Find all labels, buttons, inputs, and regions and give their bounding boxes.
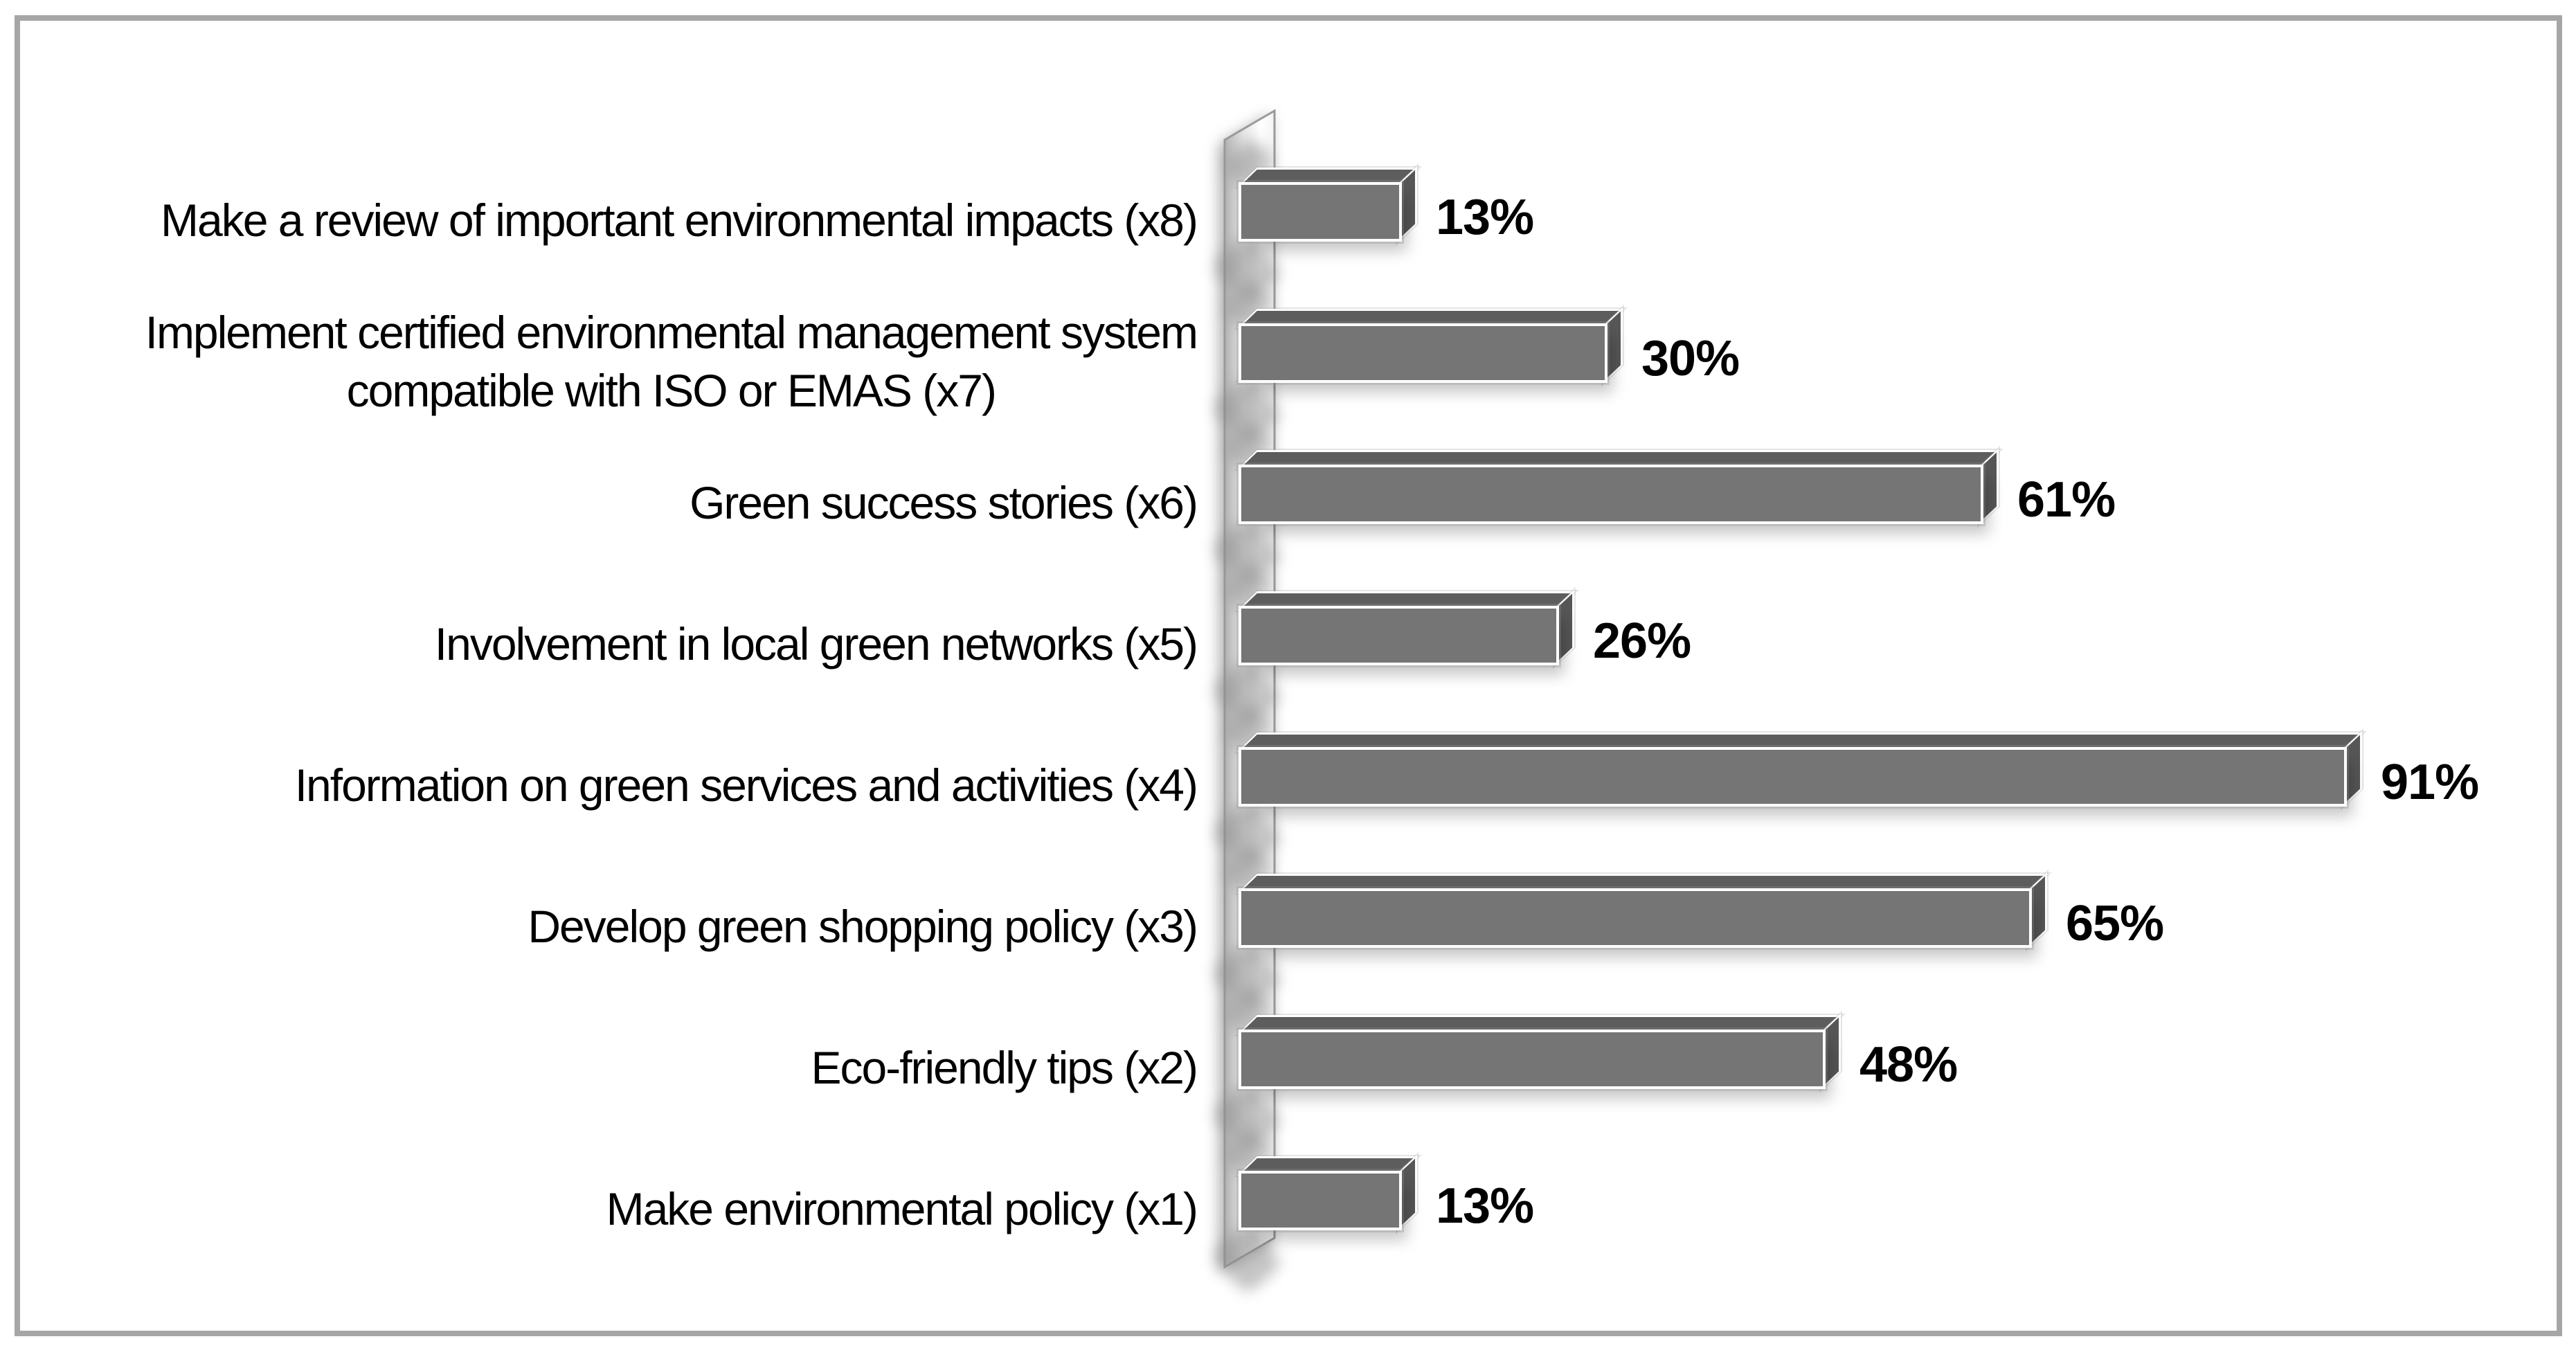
bar-front-face xyxy=(1241,891,2029,945)
bar-row: Information on green services and activi… xyxy=(20,700,2576,872)
bar-row: Implement certified environmental manage… xyxy=(20,276,2576,449)
value-label: 61% xyxy=(2017,429,2116,570)
value-label-text: 65% xyxy=(2066,896,2164,951)
value-label-text: 26% xyxy=(1593,613,1691,669)
bar-row: Make a review of important environmental… xyxy=(20,135,2576,307)
category-label: Develop green shopping policy (x3) xyxy=(41,856,1198,997)
value-label-text: 91% xyxy=(2381,755,2479,810)
value-label: 13% xyxy=(1436,147,1534,288)
category-label: Eco-friendly tips (x2) xyxy=(41,997,1198,1138)
bar-top-face xyxy=(1241,452,1997,467)
category-label-text: Involvement in local green networks (x5) xyxy=(434,618,1198,669)
wall-shadow-streak xyxy=(1209,1221,1284,1296)
category-label-text: Make a review of important environmental… xyxy=(161,195,1198,246)
value-label-text: 13% xyxy=(1436,190,1534,245)
plot-area: Make a review of important environmental… xyxy=(20,21,2557,1331)
category-label-text: Make environmental policy (x1) xyxy=(606,1183,1198,1234)
bar-front-face xyxy=(1241,185,1399,239)
bar-top-face xyxy=(1241,1017,1839,1032)
bar-top-face xyxy=(1241,1158,1415,1174)
value-label: 30% xyxy=(1641,288,1740,429)
bar-row: Green success stories (x6) 61% xyxy=(20,417,2576,590)
bar-top-face xyxy=(1241,735,2360,750)
category-label: Make environmental policy (x1) xyxy=(41,1138,1198,1279)
bar-front-face xyxy=(1241,1174,1399,1228)
category-label: Implement certified environmental manage… xyxy=(41,291,1198,432)
bar-front-face xyxy=(1241,750,2344,804)
bar-front-face xyxy=(1241,467,1981,521)
bar-row: Make environmental policy (x1) 13% xyxy=(20,1124,2576,1296)
value-label: 91% xyxy=(2381,712,2479,853)
category-label-text: Green success stories (x6) xyxy=(690,477,1198,528)
bar-front-face xyxy=(1241,326,1605,380)
bar-top-face xyxy=(1241,593,1572,609)
value-label: 65% xyxy=(2066,853,2164,994)
chart-frame: Make a review of important environmental… xyxy=(15,15,2562,1336)
category-label: Information on green services and activi… xyxy=(41,715,1198,856)
bar-row: Involvement in local green networks (x5)… xyxy=(20,559,2576,731)
value-label: 13% xyxy=(1436,1135,1534,1277)
category-label: Involvement in local green networks (x5) xyxy=(41,573,1198,715)
value-label: 48% xyxy=(1859,994,1958,1135)
category-label: Green success stories (x6) xyxy=(41,432,1198,573)
category-label-text: Eco-friendly tips (x2) xyxy=(811,1042,1198,1093)
category-label-text: Develop green shopping policy (x3) xyxy=(528,901,1198,952)
value-label: 26% xyxy=(1593,570,1691,712)
bar-row: Develop green shopping policy (x3) 65% xyxy=(20,841,2576,1014)
bar-front-face xyxy=(1241,1032,1823,1086)
category-label-text: Implement certified environmental manage… xyxy=(145,307,1198,416)
category-label: Make a review of important environmental… xyxy=(41,150,1198,291)
bar-top-face xyxy=(1241,170,1415,185)
value-label-text: 48% xyxy=(1859,1037,1958,1093)
bar-top-face xyxy=(1241,311,1621,326)
value-label-text: 13% xyxy=(1436,1178,1534,1234)
bar-row: Eco-friendly tips (x2) 48% xyxy=(20,982,2576,1155)
category-label-text: Information on green services and activi… xyxy=(294,760,1198,811)
bar-front-face xyxy=(1241,609,1556,663)
bar-top-face xyxy=(1241,876,2045,891)
value-label-text: 61% xyxy=(2017,472,2116,528)
value-label-text: 30% xyxy=(1641,331,1740,386)
